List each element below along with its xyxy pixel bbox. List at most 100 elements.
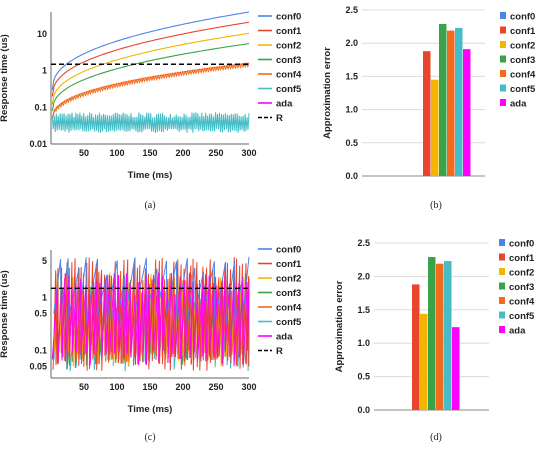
y-tick-label: 5 bbox=[42, 256, 47, 266]
series-line-conf3 bbox=[51, 43, 250, 112]
legend-swatch bbox=[500, 70, 506, 77]
y-tick-label: 1.0 bbox=[345, 105, 358, 115]
legend-swatch bbox=[500, 26, 506, 34]
bar-conf1 bbox=[423, 51, 431, 176]
bar-chart-1: 0.0 0.5 1.0 1.5 2.0 2.5 Approximation error con… bbox=[322, 5, 536, 181]
series-line-conf4 bbox=[51, 62, 250, 119]
y-tick-label: 0.05 bbox=[29, 361, 47, 371]
y-tick-label: 1 bbox=[42, 293, 47, 303]
legend-label-R: R bbox=[276, 113, 283, 124]
legend-swatch bbox=[500, 55, 506, 63]
bar-conf5 bbox=[444, 261, 452, 410]
y-tick-label: 0.0 bbox=[345, 171, 358, 181]
bar-conf2 bbox=[420, 313, 428, 410]
y-tick-label: 0.1 bbox=[34, 102, 47, 112]
x-tick-label: 50 bbox=[79, 382, 89, 392]
legend-swatch bbox=[499, 239, 505, 246]
legend-swatch bbox=[499, 268, 505, 275]
legend-label-conf0: conf0 bbox=[509, 239, 534, 250]
legend-label-conf3: conf3 bbox=[276, 55, 301, 66]
legend-label-conf1: conf1 bbox=[510, 26, 536, 37]
legend-label-conf1: conf1 bbox=[509, 253, 535, 264]
line-chart-2: 50 100 150 200 250 300 0.05 0.1 0.5 1 5 Time (ms) Re… bbox=[0, 245, 302, 416]
legend-swatch bbox=[499, 297, 505, 304]
legend-label-conf4: conf4 bbox=[276, 70, 302, 81]
y-tick-label: 1.5 bbox=[345, 71, 358, 81]
legend: conf0 conf1 conf2 conf3 conf4 conf5 ada R bbox=[258, 12, 302, 124]
bar-conf3 bbox=[439, 23, 447, 176]
x-axis-label: Time (ms) bbox=[128, 404, 173, 415]
series-line-conf1 bbox=[51, 21, 250, 97]
legend-label-conf3: conf3 bbox=[510, 55, 535, 66]
y-axis-label: Response time (us) bbox=[0, 270, 10, 358]
bar-chart-3: 0.0 0.5 1.0 1.5 2.0 2.5 Approximation error con… bbox=[334, 238, 535, 415]
y-tick-label: 1 bbox=[42, 66, 47, 76]
caption-a: (a) bbox=[144, 200, 155, 211]
legend-label-conf5: conf5 bbox=[510, 84, 536, 95]
y-tick-label: 1.0 bbox=[357, 338, 370, 348]
legend-label-ada: ada bbox=[276, 99, 293, 110]
legend-swatch bbox=[500, 12, 506, 19]
series-line-conf5 bbox=[51, 112, 250, 134]
legend-swatch bbox=[499, 326, 505, 333]
bar-conf4 bbox=[447, 30, 455, 176]
bar-conf5 bbox=[455, 27, 463, 177]
legend-label-R: R bbox=[276, 346, 283, 357]
line-chart-0: 50 100 150 200 250 300 0.01 0.1 1 10 Time (ms) Resp… bbox=[0, 11, 302, 181]
x-tick-label: 150 bbox=[142, 148, 157, 158]
y-tick-label: 0.5 bbox=[34, 309, 47, 319]
legend-label-conf3: conf3 bbox=[276, 288, 301, 299]
x-tick-label: 250 bbox=[208, 148, 223, 158]
legend-label-ada: ada bbox=[509, 326, 526, 337]
legend-label-conf5: conf5 bbox=[276, 84, 302, 95]
legend-label-conf4: conf4 bbox=[510, 70, 536, 81]
bar-ada bbox=[463, 49, 471, 177]
y-axis-label: Approximation error bbox=[322, 47, 333, 139]
legend-label-conf4: conf4 bbox=[276, 303, 302, 314]
legend-label-conf0: conf0 bbox=[510, 12, 535, 23]
x-tick-label: 200 bbox=[175, 148, 190, 158]
legend-label-ada: ada bbox=[276, 332, 293, 343]
legend: conf0 conf1 conf2 conf3 conf4 conf5 ada bbox=[499, 239, 535, 337]
legend-swatch bbox=[499, 311, 505, 319]
x-axis-label: Time (ms) bbox=[128, 170, 173, 181]
series-line-conf4-oscillation bbox=[51, 62, 250, 119]
y-axis-label: Response time (us) bbox=[0, 34, 10, 122]
y-tick-label: 2.5 bbox=[345, 5, 358, 15]
series-line-ada bbox=[51, 272, 250, 367]
y-tick-label: 0.5 bbox=[357, 372, 370, 382]
series-line-conf0 bbox=[51, 11, 250, 90]
caption-b: (b) bbox=[430, 200, 442, 211]
legend-label-conf0: conf0 bbox=[276, 12, 301, 23]
y-axis-label: Approximation error bbox=[334, 280, 345, 372]
legend-swatch bbox=[499, 253, 505, 261]
legend-label-conf2: conf2 bbox=[276, 41, 301, 52]
y-tick-label: 0.01 bbox=[29, 139, 47, 149]
x-tick-label: 300 bbox=[241, 148, 256, 158]
bar-conf4 bbox=[436, 263, 444, 410]
legend-label-conf1: conf1 bbox=[276, 26, 302, 37]
legend-label-ada: ada bbox=[510, 99, 527, 110]
legend-swatch bbox=[499, 282, 505, 290]
caption-d: (d) bbox=[430, 432, 442, 443]
legend-label-conf2: conf2 bbox=[510, 41, 535, 52]
x-tick-label: 100 bbox=[109, 382, 124, 392]
bar-conf2 bbox=[431, 79, 439, 176]
x-tick-label: 150 bbox=[142, 382, 157, 392]
legend-swatch bbox=[500, 84, 506, 92]
legend-swatch bbox=[500, 41, 506, 48]
legend-label-conf5: conf5 bbox=[509, 311, 535, 322]
legend-label-conf5: conf5 bbox=[276, 317, 302, 328]
y-tick-label: 0.1 bbox=[34, 345, 47, 355]
bar-ada bbox=[452, 327, 460, 410]
caption-c: (c) bbox=[144, 432, 155, 443]
y-tick-label: 10 bbox=[37, 29, 47, 39]
series-line-conf0 bbox=[53, 256, 250, 326]
legend-swatch bbox=[500, 99, 506, 106]
legend-label-conf2: conf2 bbox=[509, 268, 534, 279]
y-tick-label: 0.0 bbox=[357, 405, 370, 415]
x-tick-label: 300 bbox=[241, 382, 256, 392]
y-tick-label: 2.0 bbox=[357, 271, 370, 281]
legend: conf0 conf1 conf2 conf3 conf4 conf5 ada bbox=[500, 12, 536, 110]
